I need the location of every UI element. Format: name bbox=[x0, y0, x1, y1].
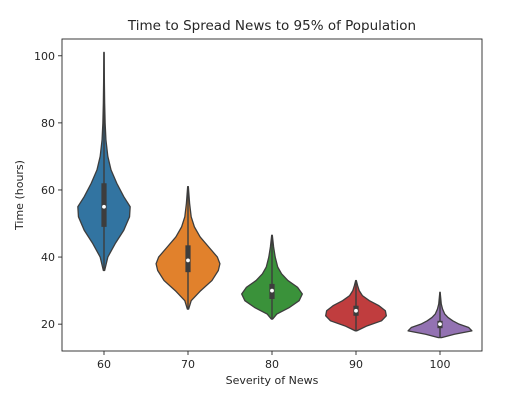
y-axis: 20 40 60 80 100 bbox=[34, 50, 62, 331]
y-tick-label-40: 40 bbox=[41, 251, 55, 264]
x-tick-label-100: 100 bbox=[430, 358, 451, 371]
x-tick-label-80: 80 bbox=[265, 358, 279, 371]
x-tick-label-60: 60 bbox=[97, 358, 111, 371]
y-tick-label-60: 60 bbox=[41, 184, 55, 197]
y-tick-label-100: 100 bbox=[34, 50, 55, 63]
x-tick-label-70: 70 bbox=[181, 358, 195, 371]
median-marker-80 bbox=[270, 288, 274, 293]
chart-title: Time to Spread News to 95% of Population bbox=[127, 18, 416, 34]
y-axis-title: Time (hours) bbox=[13, 160, 26, 231]
y-tick-label-80: 80 bbox=[41, 117, 55, 130]
y-tick-label-20: 20 bbox=[41, 318, 55, 331]
x-tick-label-90: 90 bbox=[349, 358, 363, 371]
median-marker-60 bbox=[102, 204, 106, 209]
x-axis-title: Severity of News bbox=[226, 374, 319, 387]
median-marker-100 bbox=[438, 322, 442, 327]
median-marker-90 bbox=[354, 308, 358, 313]
median-marker-70 bbox=[186, 258, 190, 263]
plot-area bbox=[77, 51, 473, 339]
x-axis: 60 70 80 90 100 bbox=[97, 351, 451, 371]
